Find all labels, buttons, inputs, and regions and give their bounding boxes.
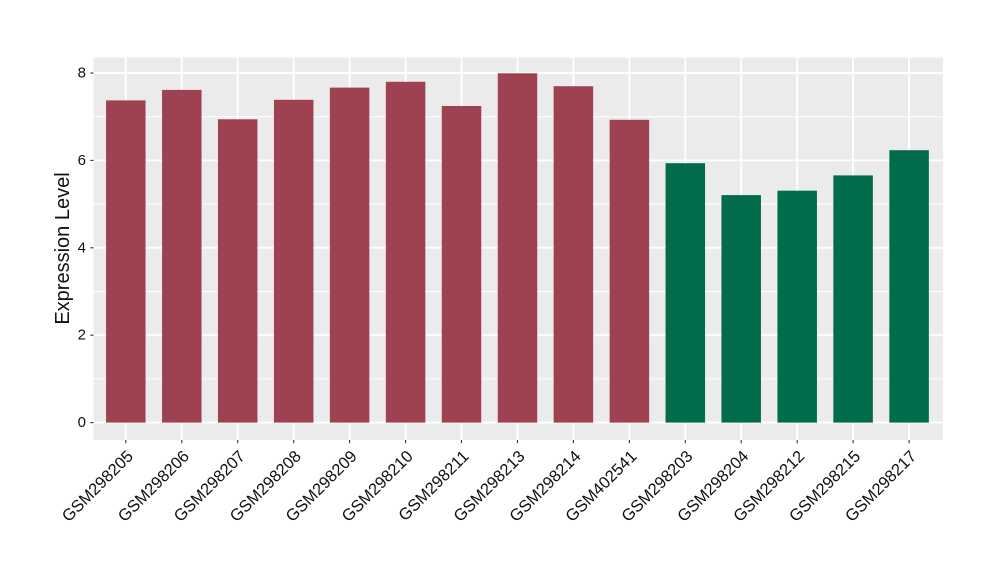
svg-text:2: 2 — [78, 327, 86, 344]
svg-text:Expression Level: Expression Level — [52, 172, 74, 324]
svg-text:6: 6 — [78, 152, 86, 169]
svg-text:4: 4 — [78, 239, 86, 256]
svg-text:0: 0 — [78, 414, 86, 431]
svg-text:8: 8 — [78, 65, 86, 82]
